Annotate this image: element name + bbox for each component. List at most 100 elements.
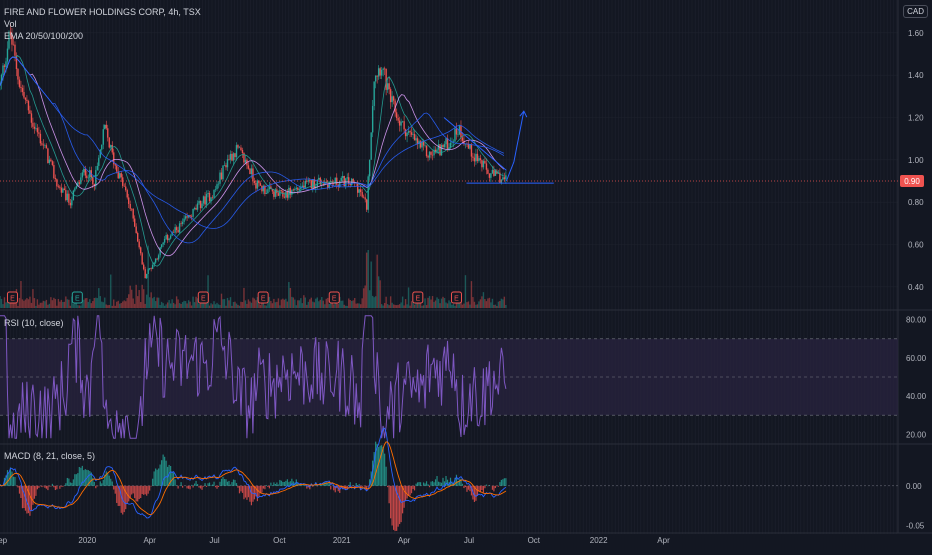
candle-body bbox=[104, 125, 105, 129]
candle-body bbox=[224, 165, 225, 166]
volume-bar bbox=[173, 303, 174, 308]
candle-body bbox=[197, 203, 198, 209]
volume-bar bbox=[344, 305, 345, 308]
volume-bar bbox=[490, 302, 491, 308]
candle-body bbox=[357, 184, 358, 193]
candle-body bbox=[207, 193, 208, 194]
volume-bar bbox=[62, 302, 63, 308]
macd-hist-bar bbox=[107, 473, 108, 486]
event-marker-label: E bbox=[454, 296, 459, 303]
volume-bar bbox=[31, 303, 32, 308]
volume-bar bbox=[433, 302, 434, 308]
rsi-legend[interactable]: RSI (10, close) bbox=[4, 317, 64, 329]
candle-body bbox=[162, 243, 163, 245]
macd-hist-bar bbox=[209, 483, 210, 486]
candle-body bbox=[426, 145, 427, 156]
volume-bar bbox=[179, 303, 180, 308]
macd-hist-bar bbox=[112, 482, 113, 486]
volume-bar bbox=[5, 302, 6, 308]
macd-hist-bar bbox=[420, 482, 421, 486]
macd-hist-bar bbox=[387, 486, 388, 487]
macd-hist-bar bbox=[233, 480, 234, 486]
candle-body bbox=[366, 200, 367, 210]
macd-hist-bar bbox=[118, 486, 119, 506]
macd-hist-bar bbox=[192, 486, 193, 488]
volume-bar bbox=[85, 298, 86, 308]
volume-bar bbox=[351, 301, 352, 308]
macd-hist-bar bbox=[128, 486, 129, 502]
macd-hist-bar bbox=[240, 486, 241, 492]
volume-bar bbox=[357, 303, 358, 308]
volume-bar bbox=[86, 298, 87, 308]
candle-body bbox=[447, 138, 448, 149]
volume-bar bbox=[450, 302, 451, 308]
volume-bar bbox=[338, 304, 339, 308]
macd-hist-bar bbox=[194, 484, 195, 486]
volume-bar bbox=[350, 300, 351, 308]
volume-bar bbox=[445, 302, 446, 308]
candle-body bbox=[378, 68, 379, 76]
candle-body bbox=[74, 188, 75, 190]
candle-body bbox=[133, 209, 134, 219]
volume-legend[interactable]: Vol bbox=[4, 18, 201, 30]
volume-bar bbox=[456, 303, 457, 308]
ema-legend[interactable]: EMA 20/50/100/200 bbox=[4, 30, 201, 42]
candle-body bbox=[472, 157, 473, 158]
time-axis-label: 2022 bbox=[590, 536, 608, 545]
candle-body bbox=[71, 200, 72, 205]
volume-bar bbox=[251, 303, 252, 308]
candle-body bbox=[255, 183, 256, 188]
volume-bar bbox=[469, 305, 470, 308]
candle-body bbox=[308, 180, 309, 181]
volume-bar bbox=[25, 300, 26, 308]
volume-bar bbox=[8, 303, 9, 308]
candle-body bbox=[79, 182, 80, 184]
macd-hist-bar bbox=[201, 486, 202, 490]
candle-body bbox=[135, 227, 136, 233]
macd-hist-bar bbox=[417, 482, 418, 485]
volume-bar bbox=[137, 296, 138, 308]
volume-bar bbox=[94, 298, 95, 308]
volume-bar bbox=[399, 304, 400, 308]
volume-bar bbox=[403, 305, 404, 308]
volume-bar bbox=[149, 297, 150, 308]
volume-bar bbox=[249, 301, 250, 308]
candle-body bbox=[174, 227, 175, 232]
currency-badge[interactable]: CAD bbox=[903, 5, 928, 18]
macd-hist-bar bbox=[67, 478, 68, 486]
volume-bar bbox=[427, 298, 428, 308]
price-axis-label: 0.40 bbox=[908, 283, 924, 292]
volume-bar bbox=[113, 299, 114, 308]
candle-body bbox=[198, 201, 199, 204]
candle-body bbox=[230, 154, 231, 160]
macd-hist-bar bbox=[378, 447, 379, 486]
candle-body bbox=[61, 188, 62, 193]
macd-legend[interactable]: MACD (8, 21, close, 5) bbox=[4, 450, 95, 462]
event-marker-label: E bbox=[10, 296, 15, 303]
candle-body bbox=[341, 178, 342, 182]
volume-bar bbox=[150, 292, 151, 308]
rsi-axis-label: 80.00 bbox=[906, 316, 927, 325]
volume-bar bbox=[439, 303, 440, 308]
macd-hist-bar bbox=[231, 482, 232, 486]
candle-body bbox=[121, 173, 122, 177]
symbol-title[interactable]: FIRE AND FLOWER HOLDINGS CORP, 4h, TSX bbox=[4, 6, 201, 18]
macd-hist-bar bbox=[498, 486, 499, 487]
volume-bar bbox=[291, 297, 292, 308]
candle-body bbox=[35, 128, 36, 129]
macd-hist-bar bbox=[502, 479, 503, 486]
volume-bar bbox=[109, 305, 110, 308]
volume-bar bbox=[144, 304, 145, 308]
candle-body bbox=[34, 127, 35, 129]
candle-body bbox=[22, 88, 23, 92]
candle-body bbox=[312, 179, 313, 188]
macd-hist-bar bbox=[215, 486, 216, 487]
volume-bar bbox=[29, 297, 30, 308]
candle-body bbox=[281, 190, 282, 191]
macd-hist-bar bbox=[435, 479, 436, 485]
macd-hist-bar bbox=[264, 486, 265, 489]
volume-bar bbox=[133, 298, 134, 308]
candle-body bbox=[32, 123, 33, 127]
candle-body bbox=[209, 193, 210, 201]
